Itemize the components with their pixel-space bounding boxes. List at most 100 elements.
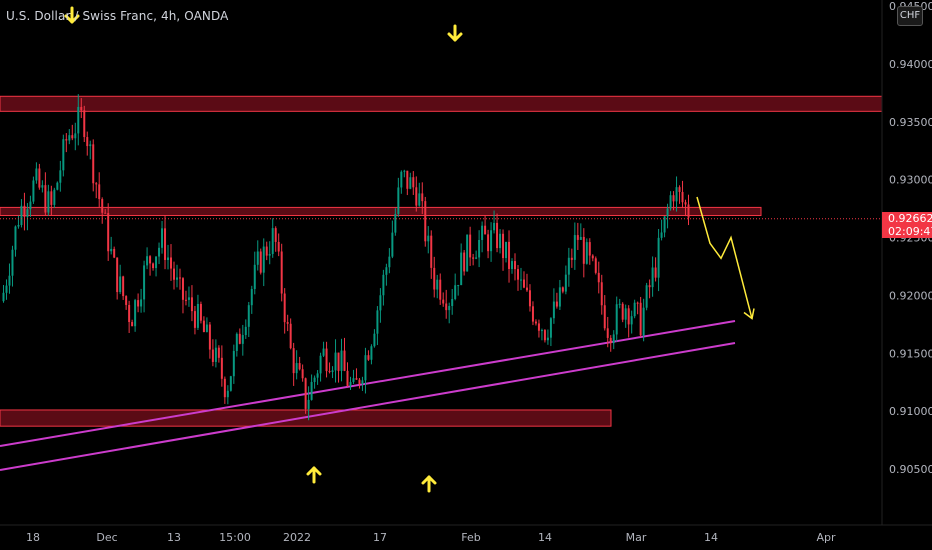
candle-body [92,144,95,184]
price-tick-label: 0.93500 [889,116,932,129]
candles-layer [2,94,690,421]
candle-body [128,304,131,323]
candle-body [83,110,86,138]
candle-body [403,170,406,172]
support-trendline [0,320,736,447]
candle-body [280,251,283,294]
candle-body [56,182,59,190]
candle-body [600,282,603,306]
candle-body [409,177,412,189]
candle-body [190,297,193,312]
candle-body [274,228,277,242]
candle-body [316,373,319,378]
candle-body [74,133,77,139]
candle-body [487,234,490,252]
time-axis[interactable]: 18 Dec 13 15:00 2022 17 Feb 14 Mar 14 Apr [26,531,836,544]
up-arrow-icon [306,466,322,484]
candle-body [229,376,232,391]
candle-body [340,350,343,371]
candle-body [241,335,244,344]
candle-body [17,224,20,227]
candle-body [217,347,220,358]
candle-body [415,187,418,206]
candle-body [505,241,508,259]
candle-body [271,228,274,254]
candle-body [50,191,53,205]
candle-body [244,326,247,336]
candle-body [469,234,472,258]
candle-body [678,187,681,192]
candle-body [657,237,660,278]
candle-body [89,144,92,147]
chart-title: U.S. Dollar / Swiss Franc, 4h, OANDA [6,9,229,23]
candle-body [594,258,597,273]
candle-body [502,233,505,259]
candle-body [38,168,41,188]
candle-body [125,296,128,305]
candle-body [181,278,184,300]
candle-body [618,303,621,305]
candle-body [457,285,460,287]
candle-body [167,257,170,260]
candle-body [519,279,522,281]
candle-body [337,352,340,371]
price-tick-label: 0.93000 [889,174,932,187]
candle-body [525,287,528,291]
candle-body [187,297,190,300]
candle-body [603,305,606,329]
candle-body [546,337,549,341]
candle-body [262,246,265,273]
candle-body [475,257,478,259]
candle-body [277,241,280,252]
candle-body [334,352,337,371]
candle-body [385,267,388,275]
candle-body [424,201,427,242]
candle-body [576,235,579,240]
candle-body [319,355,322,374]
candle-body [170,257,173,269]
candle-body [499,233,502,249]
candle-body [122,276,125,297]
candle-body [466,234,469,272]
support-trendline [0,342,736,471]
candle-body [214,347,217,362]
candle-body [26,209,29,217]
candle-body [570,257,573,260]
candle-body [388,256,391,268]
candle-body [478,239,481,258]
candle-body [29,201,32,210]
candle-body [651,267,654,288]
candle-body [173,268,175,280]
currency-badge[interactable]: CHF [897,6,923,26]
candle-body [606,328,609,338]
candle-body [669,195,672,209]
candle-body [304,378,307,409]
candle-body [53,189,56,205]
candle-body [220,357,223,379]
candle-body [508,241,511,269]
candle-body [612,334,615,344]
candle-body [196,303,199,328]
candle-body [5,285,8,293]
candle-body [615,304,618,335]
candle-body [352,378,355,382]
candle-body [493,222,496,231]
candle-body [295,363,298,374]
candle-body [95,183,98,185]
arrows-layer [64,6,463,493]
candle-body [666,208,669,217]
candle-body [158,247,161,257]
candle-body [630,316,633,325]
candle-body [361,380,364,385]
candle-body [283,293,286,323]
candle-body [202,320,205,333]
candle-body [238,333,241,344]
candle-body [325,348,328,372]
candle-body [253,264,256,290]
candle-body [199,303,202,321]
candle-body [143,265,146,300]
price-axis[interactable]: 0.945000.940000.935000.930000.925000.920… [889,0,932,476]
candle-body [454,285,457,300]
